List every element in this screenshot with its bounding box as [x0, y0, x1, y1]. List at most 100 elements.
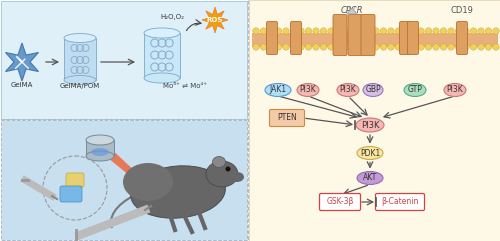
Circle shape — [396, 44, 402, 50]
Text: β-Catenin: β-Catenin — [382, 198, 418, 207]
Circle shape — [350, 28, 356, 34]
Bar — [86, 140, 114, 156]
Circle shape — [298, 28, 304, 34]
Circle shape — [328, 44, 334, 50]
Circle shape — [336, 28, 342, 34]
Circle shape — [328, 28, 334, 34]
Text: H₂O,O₂: H₂O,O₂ — [160, 14, 184, 20]
Circle shape — [320, 28, 326, 34]
Circle shape — [366, 44, 372, 50]
Circle shape — [306, 44, 312, 50]
Circle shape — [403, 28, 409, 34]
Circle shape — [290, 28, 296, 34]
Ellipse shape — [206, 161, 238, 187]
Circle shape — [283, 28, 289, 34]
Ellipse shape — [404, 83, 426, 96]
Circle shape — [388, 44, 394, 50]
Circle shape — [493, 28, 499, 34]
Text: Mo⁶⁺ ⇌ Mo⁴⁺: Mo⁶⁺ ⇌ Mo⁴⁺ — [163, 83, 207, 89]
Text: CD19: CD19 — [450, 6, 473, 15]
Ellipse shape — [130, 166, 226, 218]
Polygon shape — [6, 43, 38, 81]
Ellipse shape — [64, 75, 96, 85]
Circle shape — [456, 28, 462, 34]
Ellipse shape — [86, 151, 114, 161]
FancyBboxPatch shape — [320, 194, 360, 210]
Ellipse shape — [357, 147, 383, 160]
Text: PTEN: PTEN — [277, 114, 297, 122]
Ellipse shape — [144, 73, 180, 83]
Circle shape — [358, 44, 364, 50]
Circle shape — [276, 28, 281, 34]
Circle shape — [343, 28, 349, 34]
Circle shape — [403, 44, 409, 50]
FancyBboxPatch shape — [361, 14, 375, 55]
Circle shape — [290, 44, 296, 50]
Circle shape — [396, 28, 402, 34]
FancyBboxPatch shape — [376, 194, 424, 210]
FancyBboxPatch shape — [60, 186, 82, 202]
Circle shape — [313, 28, 319, 34]
Ellipse shape — [123, 163, 173, 201]
Circle shape — [463, 44, 469, 50]
Circle shape — [253, 28, 259, 34]
Circle shape — [253, 44, 259, 50]
Circle shape — [373, 44, 379, 50]
Circle shape — [486, 28, 492, 34]
Circle shape — [456, 44, 462, 50]
Circle shape — [380, 28, 386, 34]
Text: PDK1: PDK1 — [360, 148, 380, 158]
Bar — [249, 0, 500, 241]
Circle shape — [283, 44, 289, 50]
Circle shape — [470, 44, 476, 50]
Circle shape — [440, 44, 446, 50]
FancyBboxPatch shape — [1, 1, 247, 119]
Circle shape — [388, 28, 394, 34]
Circle shape — [260, 44, 266, 50]
Circle shape — [470, 28, 476, 34]
FancyBboxPatch shape — [400, 21, 410, 54]
Circle shape — [418, 28, 424, 34]
Circle shape — [433, 28, 439, 34]
Bar — [252, 33, 498, 47]
Circle shape — [448, 44, 454, 50]
Circle shape — [350, 44, 356, 50]
Ellipse shape — [297, 83, 319, 96]
FancyBboxPatch shape — [456, 21, 468, 54]
Circle shape — [380, 44, 386, 50]
Circle shape — [426, 44, 432, 50]
Ellipse shape — [357, 172, 383, 185]
FancyBboxPatch shape — [1, 120, 247, 240]
Circle shape — [358, 28, 364, 34]
FancyBboxPatch shape — [333, 14, 347, 55]
Circle shape — [276, 44, 281, 50]
Text: PI3K: PI3K — [300, 86, 316, 94]
Ellipse shape — [337, 83, 359, 96]
Circle shape — [313, 44, 319, 50]
Circle shape — [478, 28, 484, 34]
Circle shape — [433, 44, 439, 50]
Bar — [144, 33, 180, 78]
Ellipse shape — [265, 83, 291, 96]
Circle shape — [366, 28, 372, 34]
Circle shape — [426, 28, 432, 34]
Circle shape — [478, 44, 484, 50]
Circle shape — [493, 44, 499, 50]
Ellipse shape — [86, 135, 114, 145]
Ellipse shape — [212, 156, 226, 167]
Bar — [64, 38, 96, 80]
Circle shape — [463, 28, 469, 34]
Ellipse shape — [91, 148, 109, 156]
Circle shape — [418, 44, 424, 50]
Circle shape — [448, 28, 454, 34]
Text: GSK-3β: GSK-3β — [326, 198, 353, 207]
FancyBboxPatch shape — [66, 173, 84, 187]
FancyBboxPatch shape — [290, 21, 302, 54]
Circle shape — [260, 28, 266, 34]
Polygon shape — [108, 146, 157, 198]
Text: CPCR: CPCR — [340, 6, 363, 15]
Circle shape — [486, 44, 492, 50]
Text: ROS: ROS — [207, 17, 223, 23]
Circle shape — [268, 28, 274, 34]
Ellipse shape — [144, 28, 180, 38]
